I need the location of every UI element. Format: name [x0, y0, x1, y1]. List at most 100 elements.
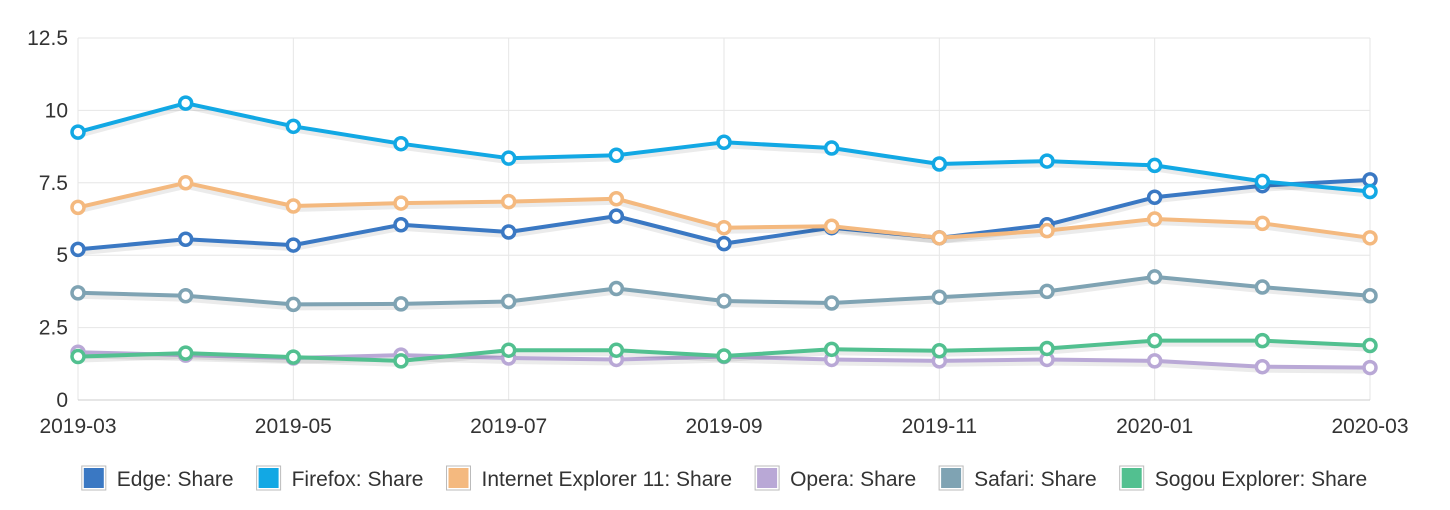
- x-tick-label: 2019-11: [902, 415, 978, 438]
- data-point[interactable]: [1362, 337, 1378, 354]
- data-point[interactable]: [1362, 230, 1378, 246]
- data-point[interactable]: [1254, 279, 1271, 295]
- data-point[interactable]: [1254, 215, 1271, 232]
- legend-swatch-border: [754, 465, 780, 491]
- data-point[interactable]: [177, 95, 194, 111]
- legend-label: Sogou Explorer: Share: [1155, 468, 1367, 491]
- data-point[interactable]: [1362, 183, 1378, 200]
- legend-item-firefox-share[interactable]: Firefox: Share: [256, 465, 424, 491]
- data-point[interactable]: [931, 289, 948, 305]
- data-point[interactable]: [716, 219, 732, 236]
- data-point[interactable]: [393, 135, 409, 152]
- data-point[interactable]: [285, 296, 302, 313]
- data-point[interactable]: [931, 230, 948, 246]
- data-point[interactable]: [823, 218, 840, 234]
- legend-swatch: [81, 466, 106, 490]
- legend-item-edge-share[interactable]: Edge: Share: [81, 465, 234, 491]
- legend-label: Safari: Share: [974, 468, 1097, 491]
- legend-item-internet-explorer-11-share[interactable]: Internet Explorer 11: Share: [446, 465, 733, 491]
- data-point[interactable]: [716, 348, 732, 364]
- data-point[interactable]: [177, 231, 194, 248]
- data-point[interactable]: [70, 241, 86, 258]
- series-safari-share: [70, 269, 1378, 313]
- data-point[interactable]: [1146, 211, 1163, 227]
- y-tick-label: 12.5: [27, 27, 68, 50]
- data-point[interactable]: [1039, 222, 1055, 239]
- x-tick-label: 2020-03: [1331, 415, 1408, 438]
- x-tick-label: 2019-09: [685, 415, 762, 438]
- data-point[interactable]: [70, 285, 86, 301]
- legend-item-opera-share[interactable]: Opera: Share: [754, 465, 916, 491]
- legend-item-sogou-explorer-share[interactable]: Sogou Explorer: Share: [1119, 465, 1367, 491]
- data-point[interactable]: [393, 296, 409, 312]
- data-point[interactable]: [1362, 359, 1378, 376]
- data-point[interactable]: [70, 124, 86, 140]
- data-point[interactable]: [931, 156, 948, 172]
- data-point[interactable]: [608, 280, 625, 297]
- data-point[interactable]: [500, 150, 517, 166]
- data-point[interactable]: [1362, 287, 1378, 304]
- grid-layer: [77, 37, 1371, 401]
- data-point[interactable]: [716, 134, 732, 151]
- data-point[interactable]: [608, 147, 625, 164]
- series-sogou-explorer-share: [70, 332, 1378, 369]
- data-point[interactable]: [285, 198, 302, 214]
- data-point[interactable]: [823, 295, 840, 311]
- data-point[interactable]: [1146, 269, 1163, 285]
- legend-swatch: [755, 466, 780, 490]
- data-point[interactable]: [1146, 157, 1163, 174]
- legend-swatch-border: [1119, 465, 1145, 491]
- data-point[interactable]: [393, 217, 409, 233]
- legend: Edge: Share Firefox: Share Internet Explor…: [81, 465, 1367, 491]
- data-point[interactable]: [1254, 332, 1271, 349]
- data-point[interactable]: [1146, 353, 1163, 369]
- data-point[interactable]: [1039, 283, 1055, 300]
- data-point[interactable]: [285, 118, 302, 135]
- data-point[interactable]: [393, 353, 409, 369]
- data-point[interactable]: [1039, 153, 1055, 169]
- data-point[interactable]: [500, 224, 517, 240]
- data-point[interactable]: [500, 342, 517, 358]
- data-point[interactable]: [931, 343, 948, 359]
- legend-swatch: [939, 466, 964, 490]
- legend-label: Internet Explorer 11: Share: [482, 468, 733, 491]
- data-point[interactable]: [608, 342, 625, 358]
- data-point[interactable]: [823, 341, 840, 358]
- legend-swatch-border: [938, 465, 964, 491]
- data-point[interactable]: [716, 293, 732, 309]
- data-point[interactable]: [393, 195, 409, 211]
- y-tick-label: 10: [45, 99, 68, 122]
- data-point[interactable]: [823, 140, 840, 156]
- data-point[interactable]: [1039, 340, 1055, 357]
- data-point[interactable]: [500, 293, 517, 310]
- series-layer: [70, 95, 1378, 376]
- data-point[interactable]: [1254, 173, 1271, 190]
- data-point[interactable]: [1146, 332, 1163, 349]
- legend-label: Edge: Share: [117, 468, 234, 491]
- data-point[interactable]: [1146, 189, 1163, 206]
- data-point[interactable]: [177, 345, 194, 361]
- y-tick-label: 0: [56, 389, 68, 412]
- legend-swatch-border: [256, 465, 282, 491]
- series-firefox-share: [70, 95, 1378, 200]
- data-point[interactable]: [285, 349, 302, 365]
- data-point[interactable]: [1254, 358, 1271, 375]
- data-point[interactable]: [177, 175, 194, 191]
- y-tick-label: 2.5: [39, 317, 68, 340]
- data-point[interactable]: [177, 287, 194, 304]
- legend-item-safari-share[interactable]: Safari: Share: [938, 465, 1097, 491]
- data-point[interactable]: [70, 348, 86, 365]
- x-tick-label: 2020-01: [1116, 415, 1193, 438]
- data-point[interactable]: [285, 237, 302, 253]
- data-point[interactable]: [608, 208, 625, 224]
- data-point[interactable]: [608, 190, 625, 207]
- y-tick-label: 5: [56, 244, 68, 267]
- data-point[interactable]: [500, 193, 517, 210]
- data-point[interactable]: [70, 199, 86, 216]
- legend-swatch-border: [446, 465, 471, 491]
- legend-swatch: [256, 466, 281, 490]
- y-tick-label: 7.5: [39, 172, 68, 195]
- data-point[interactable]: [716, 235, 732, 252]
